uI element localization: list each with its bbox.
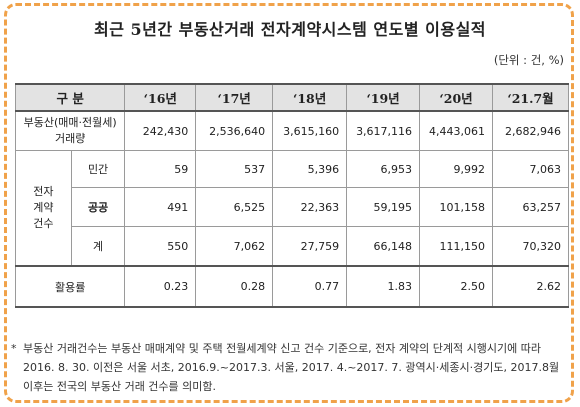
footnote-text: 부동산 거래건수는 부동산 매매계약 및 주택 전월세계약 신고 건수 기준으로…: [23, 342, 560, 393]
table-cell: 491: [124, 187, 197, 227]
dashed-frame: [4, 3, 574, 403]
table-cell: 4,443,061: [419, 110, 494, 151]
row-label-transactions: 부동산(매매·전월세)거래량: [14, 110, 126, 151]
table-cell: 70,320: [492, 226, 569, 267]
table-cell: 59: [124, 150, 197, 188]
page-title: 최근 5년간 부동산거래 전자계약시스템 연도별 이용실적: [93, 20, 487, 39]
table-row-transactions: 부동산(매매·전월세)거래량 242,430 2,536,640 3,615,1…: [14, 110, 569, 151]
group-label-e-contracts: 전자계약건수: [15, 150, 72, 267]
table-cell: 101,158: [419, 187, 494, 227]
unit-label: (단위 : 건, %): [493, 53, 564, 67]
table-cell: 6,525: [195, 187, 274, 227]
table-cell: 9,992: [419, 150, 494, 188]
table-cell: 0.77: [272, 265, 348, 308]
header-category: 구 분: [14, 83, 126, 112]
table-cell: 7,063: [492, 150, 569, 188]
table-cell: 22,363: [272, 187, 348, 227]
usage-table: 구 분 ‘16년 ‘17년 ‘18년 ‘19년 ‘20년 ‘21.7월 부동산(…: [14, 83, 569, 308]
header-2017: ‘17년: [195, 83, 274, 112]
table-cell: 111,150: [419, 226, 494, 267]
row-label-total: 계: [70, 226, 126, 267]
header-2020: ‘20년: [419, 83, 494, 112]
header-2016: ‘16년: [124, 83, 197, 112]
table-cell: 5,396: [272, 150, 348, 188]
table-cell: 7,062: [195, 226, 274, 267]
table-row-public: 공공 491 6,525 22,363 59,195 101,158 63,25…: [16, 187, 569, 227]
table-cell: 2.62: [492, 265, 569, 308]
header-2019: ‘19년: [346, 83, 421, 112]
table-cell: 242,430: [124, 110, 197, 151]
table-header-row: 구 분 ‘16년 ‘17년 ‘18년 ‘19년 ‘20년 ‘21.7월: [14, 83, 569, 112]
table-cell: 6,953: [346, 150, 421, 188]
table-cell: 1.83: [346, 265, 421, 308]
table-cell: 27,759: [272, 226, 348, 267]
table-row-usage-rate: 활용률 0.23 0.28 0.77 1.83 2.50 2.62: [14, 265, 569, 308]
table-cell: 0.23: [124, 265, 197, 308]
footnote-mark: *: [11, 342, 17, 355]
table-cell: 63,257: [492, 187, 569, 227]
table-cell: 0.28: [195, 265, 274, 308]
table-row-private: 전자계약건수 민간 59 537 5,396 6,953 9,992 7,063: [15, 150, 569, 267]
row-label-public: 공공: [70, 187, 126, 227]
table-row-total: 계 550 7,062 27,759 66,148 111,150 70,320: [16, 226, 569, 267]
header-2021: ‘21.7월: [492, 83, 569, 112]
table-cell: 537: [195, 150, 274, 188]
table-cell: 3,615,160: [272, 110, 348, 151]
row-label-usage-rate: 활용률: [14, 265, 126, 308]
table-cell: 2,682,946: [492, 110, 569, 151]
table-cell: 66,148: [346, 226, 421, 267]
row-label-private: 민간: [70, 150, 126, 188]
table-cell: 2,536,640: [195, 110, 274, 151]
header-2018: ‘18년: [272, 83, 348, 112]
table-cell: 2.50: [419, 265, 494, 308]
table-cell: 59,195: [346, 187, 421, 227]
footnote: * 부동산 거래건수는 부동산 매매계약 및 주택 전월세계약 신고 건수 기준…: [11, 339, 571, 396]
table-cell: 3,617,116: [346, 110, 421, 151]
table-cell: 550: [124, 226, 197, 267]
